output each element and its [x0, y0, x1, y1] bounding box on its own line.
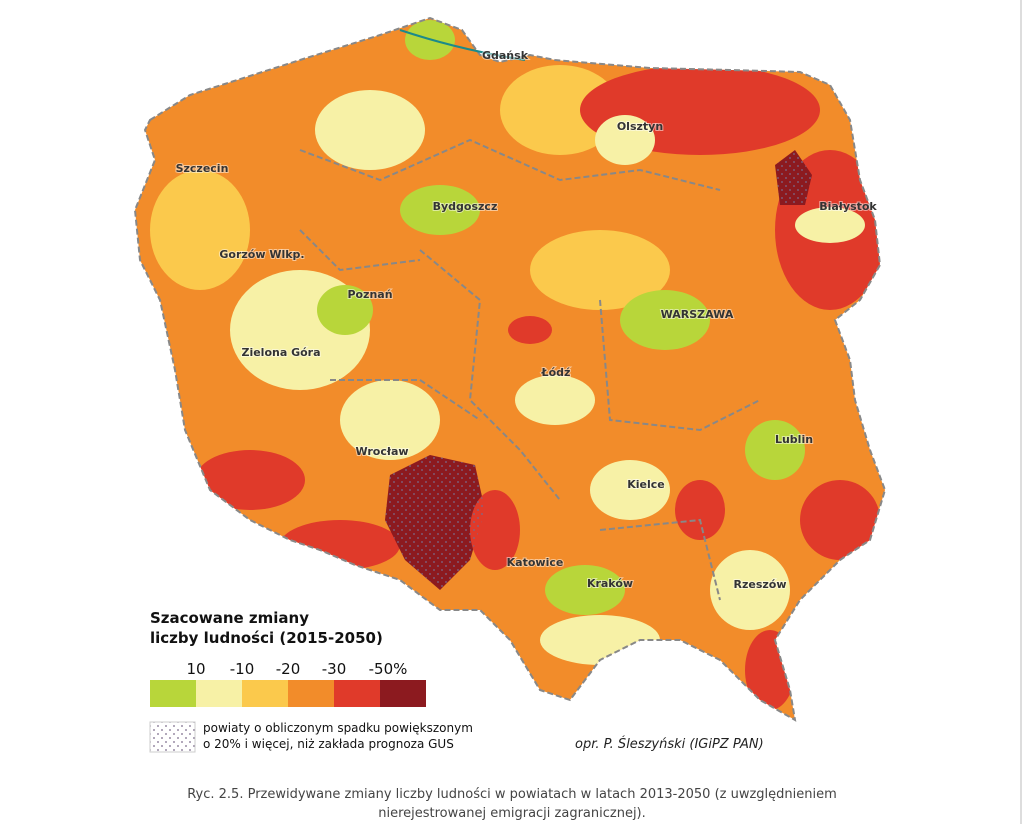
- province-border: [299, 138, 761, 601]
- region: [620, 290, 710, 350]
- region: [400, 185, 480, 235]
- legend-swatch: [380, 680, 426, 707]
- region: [500, 65, 620, 155]
- coast: [399, 29, 526, 61]
- legend-note: powiaty o obliczonym spadku powiększonym: [203, 721, 473, 735]
- region: [590, 460, 670, 520]
- legend-tick: -20: [276, 660, 301, 678]
- city-label: Szczecin: [176, 162, 229, 175]
- region: [340, 380, 440, 460]
- city-labels: Gdańsk Olsztyn Szczecin Bydgoszcz Białys…: [175, 48, 879, 592]
- dot-swatch: [149, 721, 196, 753]
- caption: nierejestrowanej emigracji zagranicznej)…: [378, 806, 646, 821]
- region: [195, 450, 305, 510]
- region: [530, 230, 670, 310]
- legend-swatch: [196, 680, 242, 707]
- caption: Ryc. 2.5. Przewidywane zmiany liczby lud…: [187, 787, 837, 802]
- city-label: Rzeszów: [733, 578, 786, 591]
- map: [135, 18, 885, 720]
- city-label: Białystok: [819, 200, 877, 213]
- region: [317, 285, 373, 335]
- region: [795, 207, 865, 243]
- city-label: Kielce: [627, 478, 665, 491]
- legend-title: liczby ludności (2015-2050): [150, 629, 383, 647]
- city-label: Katowice: [507, 556, 564, 569]
- city-label: Kraków: [587, 577, 633, 590]
- dot-area: [775, 150, 812, 205]
- legend-tick: -10: [230, 660, 255, 678]
- region: [595, 115, 655, 165]
- region: [508, 316, 552, 344]
- city-label: Bydgoszcz: [433, 200, 498, 213]
- city-label: Gorzów Wlkp.: [219, 248, 304, 261]
- legend-tick: -50%: [369, 660, 408, 678]
- city-label: Lublin: [775, 433, 813, 446]
- region: [515, 375, 595, 425]
- region: [745, 420, 805, 480]
- region: [800, 480, 880, 560]
- city-label: WARSZAWA: [661, 308, 734, 321]
- legend-swatch: [288, 680, 334, 707]
- city-label: Olsztyn: [617, 120, 663, 133]
- region: [710, 550, 790, 630]
- city-label: Zielona Góra: [241, 346, 320, 359]
- region: [545, 565, 625, 615]
- region: [150, 170, 250, 290]
- city-label: Poznań: [347, 288, 392, 301]
- city-label: Łódź: [541, 366, 571, 379]
- dot-area: [385, 455, 485, 590]
- legend: Szacowane zmiany liczby ludności (2015-2…: [149, 609, 473, 753]
- legend-tick: 10: [186, 660, 205, 678]
- city-label: Wrocław: [355, 445, 408, 458]
- region: [280, 520, 400, 570]
- legend-title: Szacowane zmiany: [150, 609, 309, 627]
- author: opr. P. Śleszyński (IGiPZ PAN): [575, 736, 764, 752]
- region: [675, 480, 725, 540]
- region: [745, 630, 795, 710]
- legend-tick: -30: [322, 660, 347, 678]
- legend-swatch: [334, 680, 380, 707]
- city-label: Gdańsk: [482, 49, 529, 62]
- legend-swatch: [150, 680, 196, 707]
- region: [315, 90, 425, 170]
- legend-swatch: [242, 680, 288, 707]
- legend-note: o 20% i więcej, niż zakłada prognoza GUS: [203, 737, 454, 751]
